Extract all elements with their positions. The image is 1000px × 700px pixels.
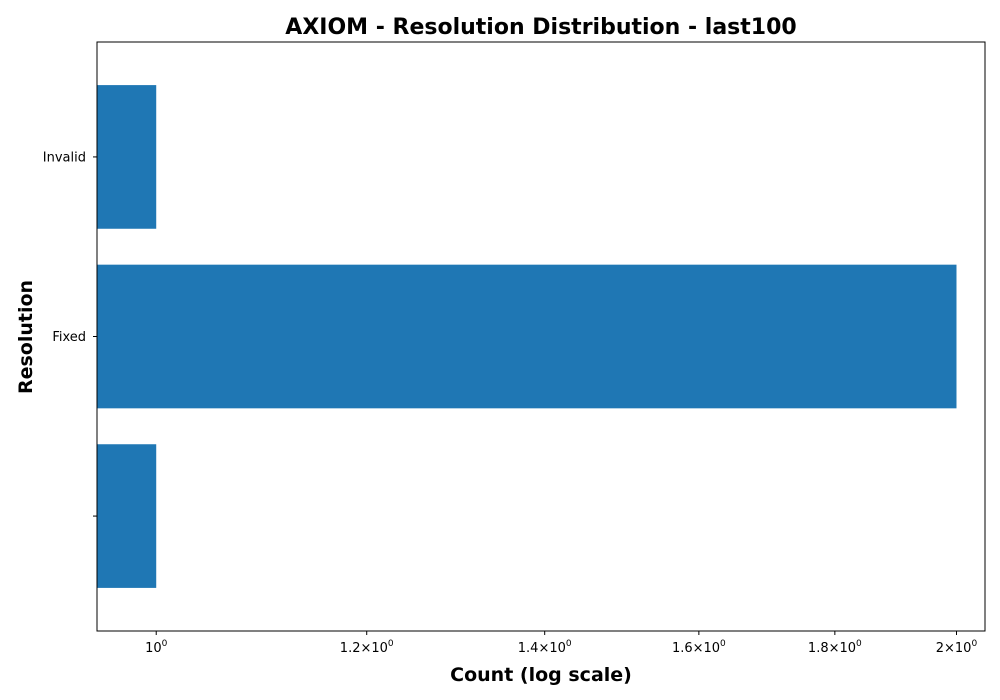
bar-blank [97,444,157,588]
x-tick-label: 1.2×100 [340,639,394,656]
plot-area: Fixed Invalid 100 1.2×100 1.4×100 1.6×100 1.8×… [43,41,986,656]
x-tick-label: 1.8×100 [808,639,862,656]
chart-title: AXIOM - Resolution Distribution - last10… [285,15,796,40]
y-tick-label: Invalid [43,150,86,165]
x-tick-label: 1.4×100 [518,639,572,656]
x-tick-label: 1.6×100 [672,639,726,656]
bar-fixed [97,264,957,409]
bar-invalid [97,85,157,229]
y-axis-title: Resolution [15,280,37,394]
x-tick-label: 100 [145,639,168,656]
x-axis-title: Count (log scale) [450,664,632,686]
x-tick-label: 2×100 [936,639,978,656]
y-tick-label: Fixed [52,330,86,345]
